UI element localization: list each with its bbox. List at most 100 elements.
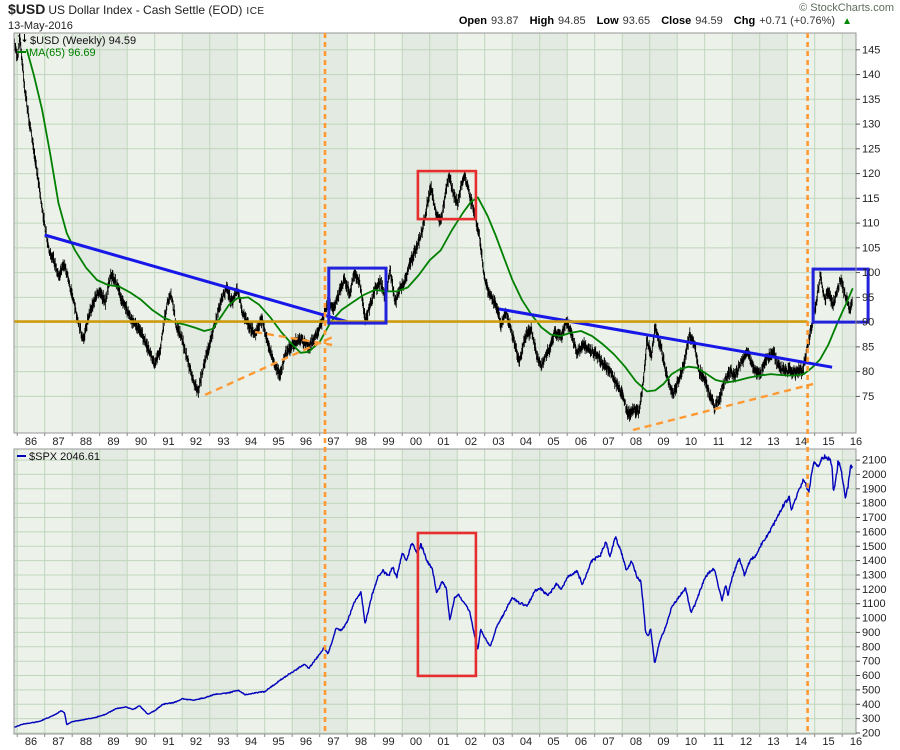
spx-y-tick-label: 600 xyxy=(862,670,880,682)
spx-x-tick-label: 99 xyxy=(382,736,394,748)
usd-x-tick-label: 87 xyxy=(52,436,64,448)
usd-x-tick-label: 09 xyxy=(657,436,669,448)
spx-y-tick-label: 1100 xyxy=(862,598,886,610)
usd-x-tick-label: 07 xyxy=(602,436,614,448)
usd-x-tick-label: 12 xyxy=(740,436,752,448)
ma65-line xyxy=(26,48,854,393)
spx-x-tick-label: 02 xyxy=(465,736,477,748)
usd-y-tick-label: 100 xyxy=(862,267,880,279)
spx-y-tick-label: 1200 xyxy=(862,584,886,596)
usd-x-tick-label: 06 xyxy=(575,436,587,448)
spx-y-tick-label: 1500 xyxy=(862,541,886,553)
spx-y-tick-label: 1700 xyxy=(862,512,886,524)
usd-x-tick-label: 11 xyxy=(713,436,724,448)
wedge-falling-dashed-line xyxy=(254,330,333,347)
spx-y-tick-label: 1800 xyxy=(862,498,886,510)
close-value: 94.59 xyxy=(695,15,723,27)
usd-panel: 7580859095100105110115120125130135140145… xyxy=(13,32,880,448)
usd-x-tick-label: 95 xyxy=(272,436,284,448)
spx-x-tick-label: 95 xyxy=(272,736,284,748)
spx-price-line xyxy=(14,454,853,728)
open-label: Open xyxy=(458,15,487,27)
usd-y-tick-label: 120 xyxy=(862,168,880,180)
chart-title: US Dollar Index - Cash Settle (EOD) xyxy=(48,3,243,17)
usd-x-tick-label: 91 xyxy=(162,436,174,448)
usd-x-tick-label: 89 xyxy=(107,436,119,448)
spx-x-tick-label: 87 xyxy=(52,736,64,748)
spx-y-tick-label: 800 xyxy=(862,641,880,653)
spx-x-tick-label: 92 xyxy=(190,736,202,748)
spx-x-tick-label: 01 xyxy=(437,736,449,748)
usd-x-tick-label: 13 xyxy=(767,436,779,448)
spx-x-tick-label: 11 xyxy=(713,736,724,748)
spx-x-tick-label: 10 xyxy=(685,736,697,748)
usd-y-tick-label: 125 xyxy=(862,143,880,155)
spx-legend-row: $SPX 2046.61 xyxy=(17,451,100,463)
chart-header: $USD US Dollar Index - Cash Settle (EOD) I… xyxy=(8,2,265,33)
usd-y-tick-label: 115 xyxy=(862,193,880,205)
spx-decline-red-box xyxy=(416,531,478,678)
spx-x-tick-label: 05 xyxy=(547,736,559,748)
usd-x-tick-label: 96 xyxy=(300,436,312,448)
usd-legend-label: $USD (Weekly) 94.59 xyxy=(30,35,137,47)
spx-x-tick-label: 09 xyxy=(657,736,669,748)
usd-x-tick-label: 99 xyxy=(382,436,394,448)
spx-line-swatch xyxy=(17,455,26,458)
usd-y-tick-label: 95 xyxy=(862,292,874,304)
usd-y-tick-label: 80 xyxy=(862,366,874,378)
ma-legend-label: MA(65) 96.69 xyxy=(29,47,96,59)
spx-x-tick-label: 07 xyxy=(602,736,614,748)
high-label: High xyxy=(529,15,555,27)
spx-x-tick-label: 86 xyxy=(25,736,37,748)
close-label: Close xyxy=(661,15,692,27)
usd-y-tick-label: 135 xyxy=(862,94,880,106)
usd-y-tick-label: 75 xyxy=(862,391,874,403)
spx-x-tick-label: 97 xyxy=(327,736,339,748)
spx-x-tick-label: 88 xyxy=(80,736,92,748)
spx-y-tick-label: 900 xyxy=(862,627,880,639)
chg-label: Chg xyxy=(733,15,756,27)
low-value: 93.65 xyxy=(622,15,651,27)
spx-annotations xyxy=(416,531,478,678)
usd-x-tick-label: 92 xyxy=(190,436,202,448)
spx-legend-label: $SPX 2046.61 xyxy=(29,451,100,463)
usd-x-tick-label: 86 xyxy=(25,436,37,448)
spx-x-tick-label: 89 xyxy=(107,736,119,748)
spx-y-tick-label: 400 xyxy=(862,699,880,711)
spx-y-tick-label: 1300 xyxy=(862,570,886,582)
usd-x-tick-label: 00 xyxy=(410,436,422,448)
spx-panel: 2003004005006007008009001000110012001300… xyxy=(13,448,886,748)
usd-x-tick-label: 08 xyxy=(630,436,642,448)
spx-y-tick-label: 700 xyxy=(862,656,880,668)
downtrend-line-1987-1998 xyxy=(44,233,353,325)
usd-x-tick-label: 98 xyxy=(355,436,367,448)
spx-x-tick-label: 04 xyxy=(520,736,532,748)
spx-y-tick-label: 300 xyxy=(862,713,880,725)
usd-y-tick-label: 110 xyxy=(862,218,880,230)
spx-x-tick-label: 00 xyxy=(410,736,422,748)
usd-x-tick-label: 97 xyxy=(327,436,339,448)
usd-annotations xyxy=(14,169,870,432)
up-arrow-icon: ▲ xyxy=(842,16,852,27)
spx-year-bands xyxy=(14,449,856,734)
usd-y-tick-label: 145 xyxy=(862,44,880,56)
usd-axis-labels: 7580859095100105110115120125130135140145… xyxy=(16,44,880,448)
chart-date: 13-May-2016 xyxy=(8,20,73,32)
spx-y-tick-label: 1400 xyxy=(862,555,886,567)
ohlc-quote-line: Open 93.87 High 94.85 Low 93.65 Close 94.59 … xyxy=(451,15,894,27)
rising-support-dashed-line xyxy=(632,382,814,432)
spx-y-tick-label: 2100 xyxy=(862,455,886,467)
usd-y-tick-label: 85 xyxy=(862,341,874,353)
spx-x-tick-label: 13 xyxy=(767,736,779,748)
ohlc-bars-icon xyxy=(17,33,28,47)
spx-x-tick-label: 98 xyxy=(355,736,367,748)
spx-x-tick-label: 93 xyxy=(217,736,229,748)
usd-x-tick-label: 93 xyxy=(217,436,229,448)
chg-value: +0.71 (+0.76%) xyxy=(759,15,836,27)
spx-x-tick-label: 16 xyxy=(850,736,862,748)
ma-legend-row: MA(65) 96.69 xyxy=(17,47,96,59)
usd-x-tick-label: 01 xyxy=(437,436,449,448)
spx-x-tick-label: 14 xyxy=(795,736,807,748)
usd-x-tick-label: 90 xyxy=(135,436,147,448)
